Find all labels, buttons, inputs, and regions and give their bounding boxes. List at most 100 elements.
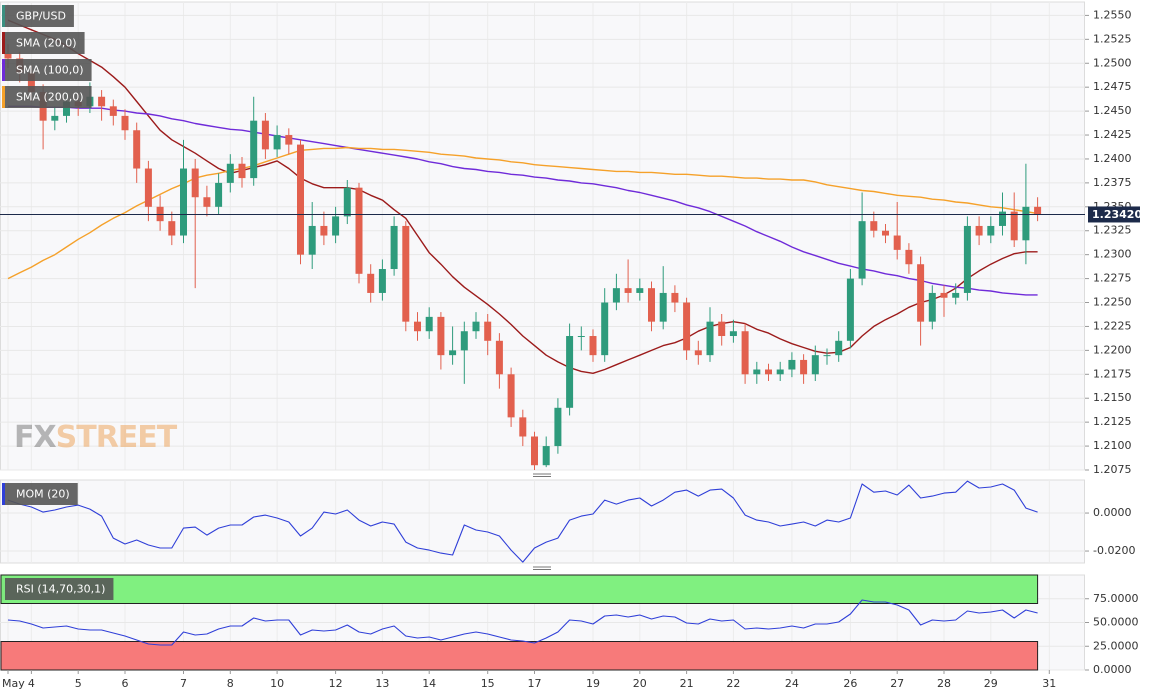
candle-body [823,355,831,357]
candle-body [414,321,421,332]
candle-body [1010,211,1018,241]
y-tick-label: 75.0000 [1093,592,1139,605]
x-tick-label: 26 [843,677,857,690]
candle-body [203,197,211,207]
y-tick-label: 50.0000 [1093,616,1139,629]
x-tick-label: 20 [633,677,647,690]
candle-body [612,288,620,303]
candle-body [191,168,199,198]
candle-body [718,321,726,337]
candle-body [484,321,492,341]
candle-body [51,115,59,121]
candle-body [788,359,796,370]
candle-body [180,168,187,236]
candle-body [706,321,714,356]
candle-body [858,221,866,279]
x-tick-label: May [2,677,25,690]
candle-body [531,436,538,466]
candle-body [999,211,1006,226]
candle-body [472,321,480,332]
candle-body [882,230,889,236]
x-tick-label: 10 [270,677,284,690]
candle-body [215,182,223,207]
x-tick-label: 8 [227,677,234,690]
last-price-label: 1.23420 [1092,208,1142,221]
x-tick-label: 29 [984,677,998,690]
indicator-label-strip [2,59,5,81]
candle-body [659,292,667,322]
candle-body [694,350,702,356]
candle-body [905,249,913,265]
candle-body [987,225,995,236]
candle-body [273,135,281,150]
candle-body [917,264,925,322]
rsi-band [0,574,1039,604]
candle-body [507,374,515,418]
y-tick-label: 1.2400 [1093,152,1132,165]
candle-body [297,144,304,255]
candle-body [449,350,457,356]
x-tick-label: 7 [180,677,187,690]
candle-body [332,216,340,236]
candle-body [963,225,971,293]
y-tick-label: 1.2450 [1093,104,1132,117]
candle-body [425,316,433,332]
indicator-label-strip [2,32,5,54]
y-tick-label: 1.2075 [1093,463,1132,476]
candle-body [402,225,410,322]
candle-body [846,278,854,341]
y-tick-label: 1.2475 [1093,80,1132,93]
indicator-line [7,599,1038,646]
candle-body [835,340,843,356]
candle-body [589,336,597,356]
y-tick-label: 1.2200 [1093,343,1132,356]
y-tick-label: 1.2100 [1093,439,1132,452]
y-tick-label: 1.2425 [1093,128,1132,141]
watermark: FXSTREET [14,420,178,455]
y-tick-label: 1.2150 [1093,391,1132,404]
candle-body [121,115,129,131]
watermark-street: STREET [56,420,178,455]
panel-handle[interactable] [533,566,551,570]
candle-body [390,225,398,270]
candle-body [624,288,632,293]
y-tick-label: 25.0000 [1093,639,1139,652]
y-tick-label: 1.2250 [1093,296,1132,309]
candle-body [27,72,35,92]
candle-body [870,221,878,231]
indicator-label-strip [2,86,5,108]
candle-body [144,168,152,207]
indicator-label-box [2,32,85,54]
candle-body [320,225,328,236]
last-price-tag [1088,206,1140,223]
x-tick-label: 15 [481,677,495,690]
x-tick-label: 31 [1042,677,1056,690]
x-tick-label: 12 [329,677,343,690]
indicator-label: SMA (100,0) [16,64,84,77]
candle-body [753,369,761,375]
candle-body [729,331,737,337]
candle-body [671,292,679,303]
y-tick-label: 1.2275 [1093,272,1132,285]
x-tick-label: 22 [726,677,740,690]
candle-body [577,336,585,338]
x-tick-label: 13 [375,677,389,690]
candle-body [601,302,609,356]
candle-body [776,369,784,375]
panel-handle[interactable] [533,473,551,477]
price-panel [0,1,1085,471]
candle-body [133,130,141,169]
indicator-line [7,480,1038,563]
x-tick-label: 21 [680,677,694,690]
candle-body [378,269,386,293]
candle-body [63,101,70,116]
candle-body [648,288,655,322]
x-tick-label: 14 [422,677,436,690]
candle-body [765,369,772,375]
candle-body [1034,206,1042,215]
x-tick-label: 24 [785,677,799,690]
y-tick-label: -0.0200 [1093,544,1135,557]
candle-body [893,235,901,250]
